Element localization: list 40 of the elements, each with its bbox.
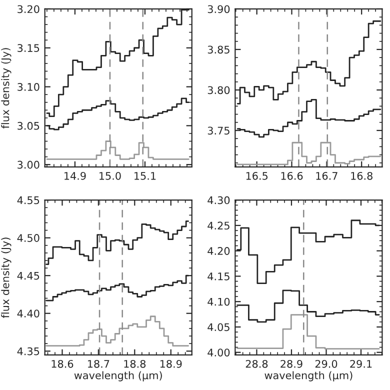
y-tick-label: 3.20 <box>18 5 40 14</box>
x-tick-label: 16.5 <box>246 172 268 180</box>
x-tick-label: 18.6 <box>52 360 74 368</box>
y-tick-label: 4.10 <box>208 298 230 306</box>
y-tick-label: 4.35 <box>17 347 40 356</box>
y-axis-title: flux density (Jy) <box>1 48 12 128</box>
y-tick-label: 3.15 <box>18 44 40 52</box>
y-tick-label: 4.00 <box>208 348 230 356</box>
y-tick-label: 4.05 <box>208 323 230 332</box>
x-tick-label: 15.1 <box>134 172 156 180</box>
y-tick-label: 4.45 <box>17 272 40 280</box>
y-tick-label: 4.55 <box>17 196 40 204</box>
x-axis-title: wavelength (μm) <box>264 371 352 382</box>
y-axis-title: flux density (Jy) <box>1 238 12 318</box>
y-tick-label: 4.25 <box>208 222 230 230</box>
y-tick-label: 3.00 <box>18 160 40 169</box>
y-tick-label: 3.10 <box>18 83 40 91</box>
y-tick-label: 4.40 <box>17 310 40 318</box>
x-tick-label: 28.8 <box>246 360 268 368</box>
y-tick-label: 3.85 <box>208 46 230 54</box>
y-tick-label: 3.90 <box>208 5 230 14</box>
y-tick-label: 4.30 <box>208 196 230 204</box>
x-tick-label: 29.1 <box>350 360 372 368</box>
x-tick-label: 29.0 <box>315 360 338 368</box>
x-tick-label: 15.0 <box>100 172 121 180</box>
y-tick-label: 3.80 <box>208 86 230 94</box>
x-tick-label: 18.8 <box>124 360 146 368</box>
x-tick-label: 18.7 <box>88 360 110 368</box>
y-tick-label: 4.50 <box>17 234 40 242</box>
y-tick-label: 3.05 <box>18 122 40 130</box>
x-axis-title: wavelength (μm) <box>74 371 162 382</box>
x-tick-label: 16.6 <box>281 172 303 180</box>
x-tick-label: 14.9 <box>64 172 86 180</box>
y-tick-label: 4.20 <box>208 247 230 255</box>
x-tick-label: 28.9 <box>280 360 302 368</box>
x-tick-label: 16.7 <box>316 172 338 180</box>
y-tick-label: 3.75 <box>208 126 230 135</box>
x-tick-label: 16.8 <box>351 172 372 180</box>
x-tick-label: 18.9 <box>160 360 182 368</box>
y-tick-label: 4.15 <box>208 272 230 280</box>
